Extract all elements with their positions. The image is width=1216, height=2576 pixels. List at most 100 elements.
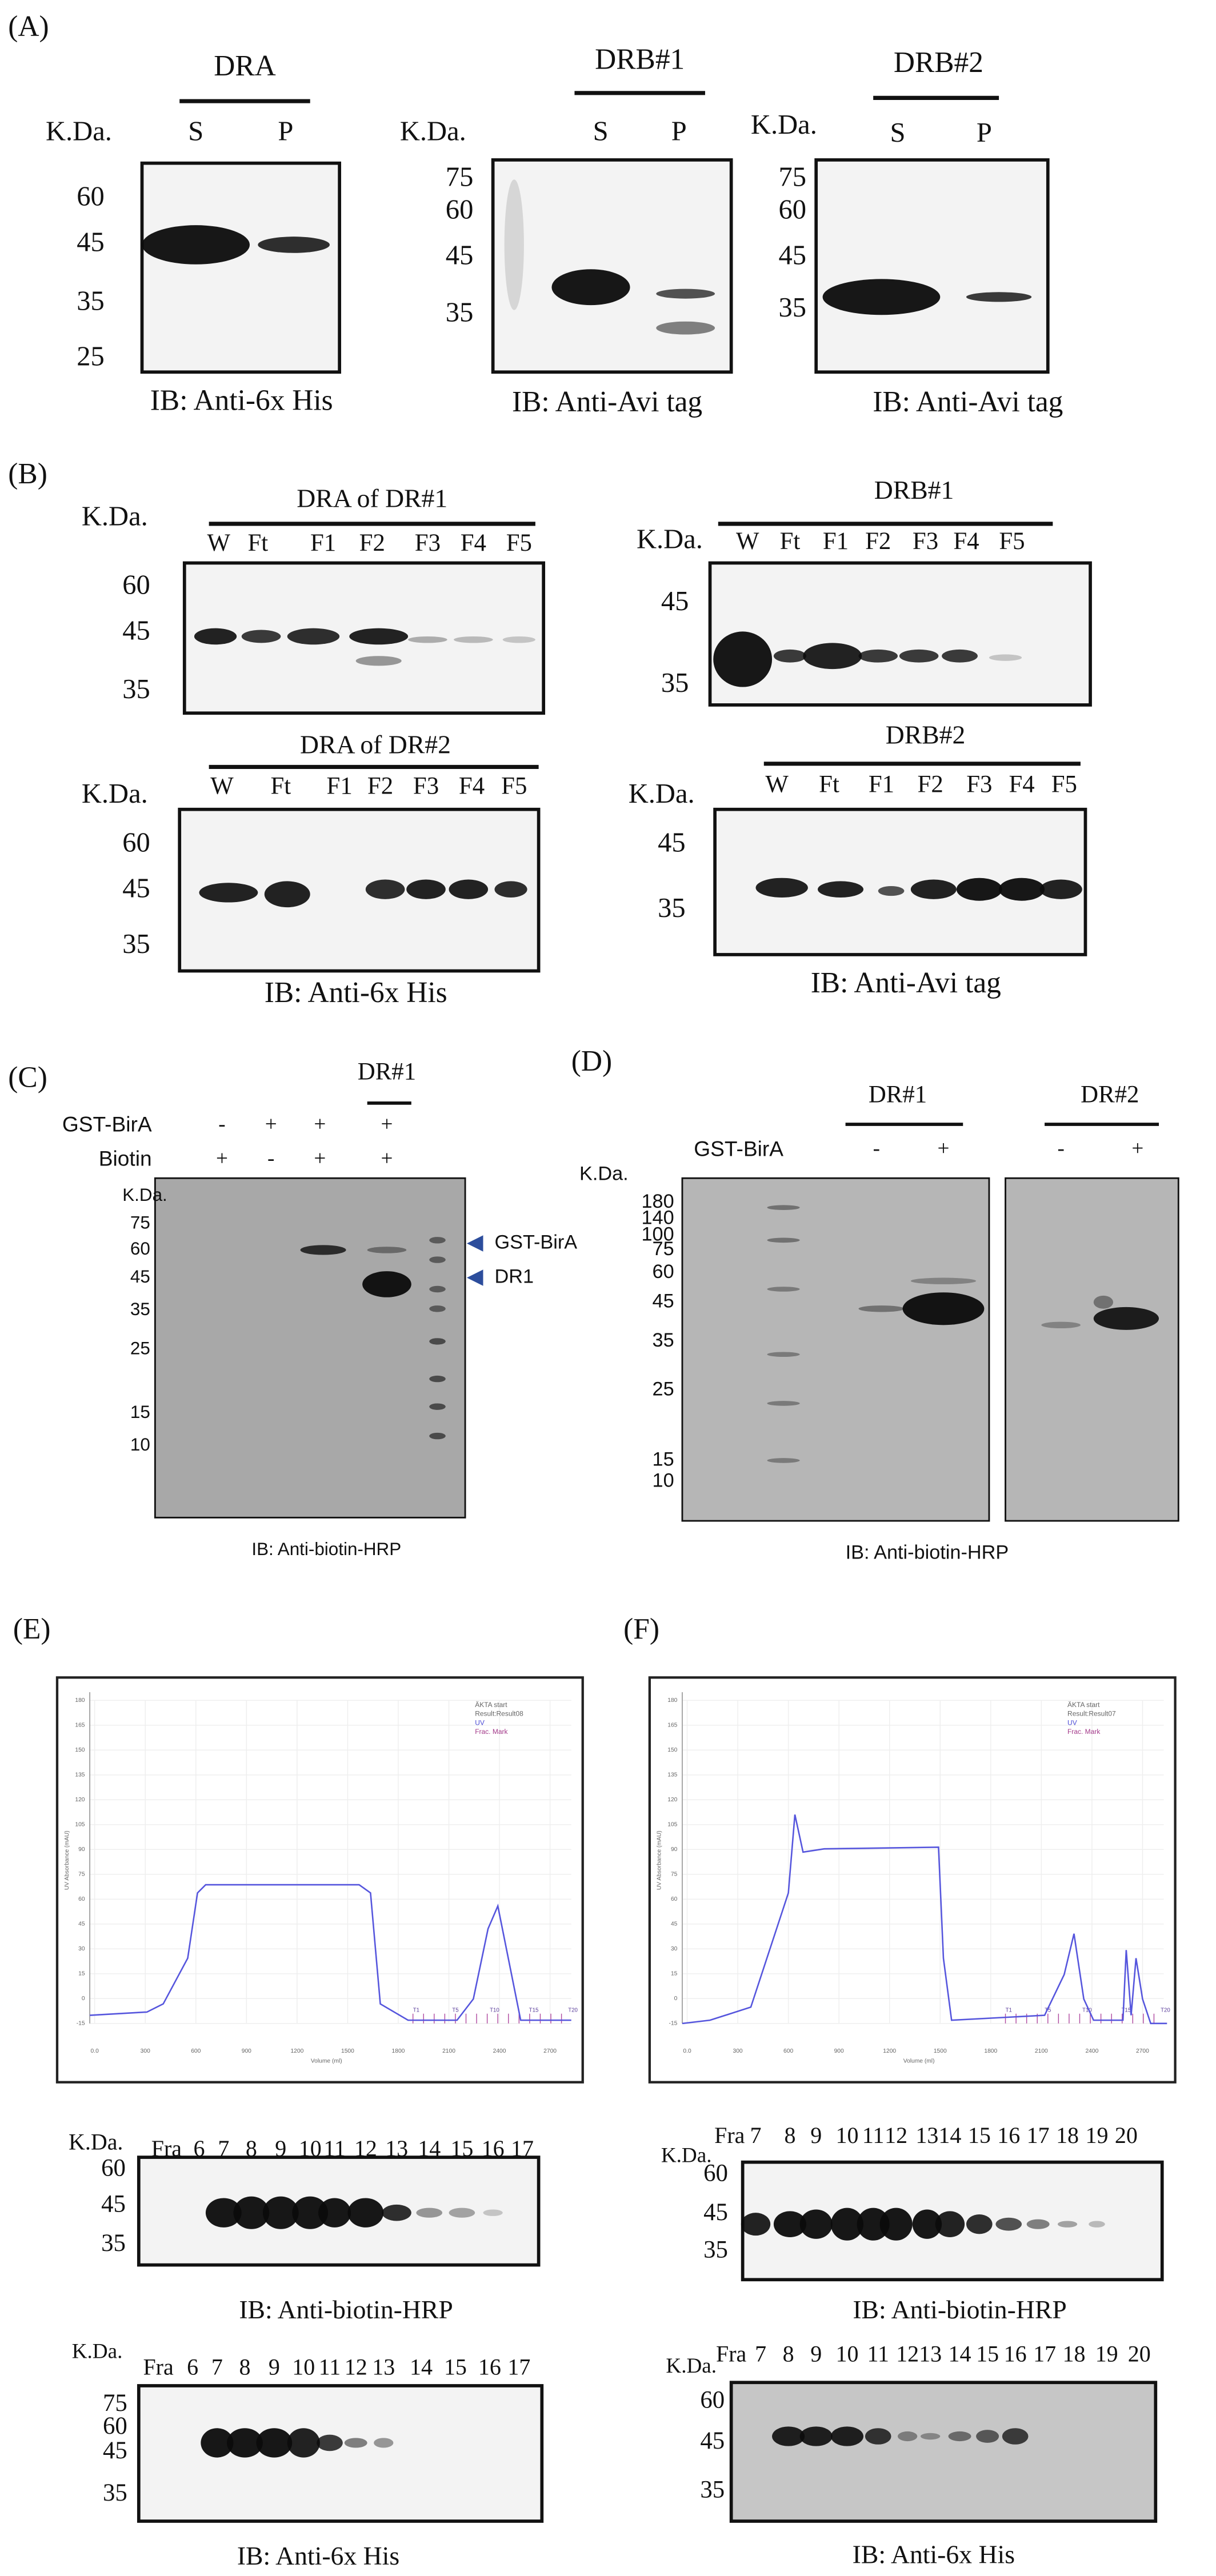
lane-label: F1 [869,771,894,798]
band [367,1247,407,1253]
y-tick-label: 120 [667,1797,677,1803]
sign: + [381,1112,393,1136]
lane-label: 7 [750,2122,762,2148]
lane-label: 13 [919,2341,942,2367]
band [1089,2221,1105,2228]
marker-label: 60 [653,1261,674,1283]
marker-label: 45 [446,239,474,270]
band [429,1403,446,1410]
y-tick-label: 15 [78,1971,85,1977]
marker-label: 140 [642,1207,674,1229]
band [910,1277,977,1284]
caption: IB: Anti-6x His [237,2541,399,2570]
lane-label: F3 [413,772,439,799]
kda-label: K.Da. [82,500,148,531]
fraction-label: T20 [568,2008,578,2014]
band [264,881,310,908]
y-tick-label: 60 [78,1896,85,1902]
blot-title: DRA of DR#1 [297,483,447,512]
lane-label: P [278,115,293,146]
lane-label: 8 [239,2354,250,2380]
band [966,2214,993,2234]
band [773,649,807,663]
band [429,1432,446,1440]
lane-label: F3 [415,530,441,556]
caption: IB: Anti-6x His [150,384,333,416]
band [382,2204,411,2221]
caption: IB: Anti-Avi tag [512,386,702,418]
axis-title: UV Absorbance (mAU) [657,1830,663,1890]
fraction-label: Fra [143,2354,174,2380]
lane-label: 11 [319,2354,341,2380]
lane-label: 9 [269,2354,280,2380]
caption: IB: Anti-biotin-HRP [239,2295,453,2324]
marker-label: 60 [122,569,150,600]
lane-label: F5 [501,772,527,799]
caption: IB: Anti-biotin-HRP [846,1541,1009,1563]
x-tick-label: 300 [141,2048,150,2054]
marker-label: 35 [77,285,105,316]
lane-label: F5 [506,530,532,556]
band [1026,2219,1050,2229]
lane-label: 15 [976,2341,999,2367]
band [256,2428,293,2458]
panel-label: (C) [8,1061,47,1094]
chromatogram-frame [648,1676,1177,2084]
lane-label: 12 [896,2341,919,2367]
band [292,2196,329,2229]
marker-label: 35 [101,2230,126,2257]
blot-title: DRB#2 [886,720,966,750]
y-tick-label: 165 [667,1722,677,1729]
x-tick-label: 1500 [934,2048,947,2054]
band [920,2433,941,2440]
blot [154,1177,466,1519]
x-tick-label: 2100 [442,2048,455,2054]
sign: - [218,1112,225,1136]
marker-label: 35 [658,892,686,923]
panel-label: (E) [13,1613,51,1645]
lane-label: Ft [780,528,801,555]
band [262,2196,299,2229]
band [1002,2428,1029,2445]
lane-label: 18 [1062,2341,1085,2367]
band [408,636,447,643]
band [449,2208,475,2218]
blot [140,161,341,374]
marker-label: 60 [101,2155,126,2182]
axis-title: Volume (ml) [311,2058,342,2064]
marker-label: 35 [103,2479,127,2506]
marker-label: 60 [700,2386,725,2413]
band [429,1237,446,1244]
x-tick-label: 900 [242,2048,251,2054]
lane-label: P [671,115,687,146]
marker-label: 35 [446,297,474,327]
lane-label: W [207,530,231,556]
lane-label: 6 [187,2354,198,2380]
chromatogram-frame [55,1676,584,2084]
y-tick-label: 90 [671,1846,678,1853]
band [767,1352,800,1357]
lane-label: W [765,771,789,798]
lane-label: F5 [1051,771,1077,798]
axis-title: UV Absorbance (mAU) [64,1830,70,1890]
y-tick-label: 135 [75,1772,85,1778]
lane-label: 7 [211,2354,223,2380]
y-tick-label: 45 [671,1921,678,1928]
band [318,2198,351,2228]
band [818,881,864,898]
marker-label: 25 [653,1379,674,1400]
blot [491,158,733,374]
x-tick-label: 2700 [543,2048,557,2054]
lane-label: F2 [367,772,393,799]
lane-label: 9 [810,2341,822,2367]
x-tick-label: 2100 [1035,2048,1048,2054]
fraction-label: Fra [151,2136,182,2161]
y-tick-label: 0 [674,1996,678,2002]
y-tick-label: 105 [75,1822,85,1828]
y-tick-label: 105 [667,1822,677,1828]
band [355,656,402,666]
marker-label: 60 [77,181,105,212]
band [767,1458,800,1463]
caption: IB: Anti-Avi tag [811,967,1001,999]
lane-label: W [210,772,234,799]
